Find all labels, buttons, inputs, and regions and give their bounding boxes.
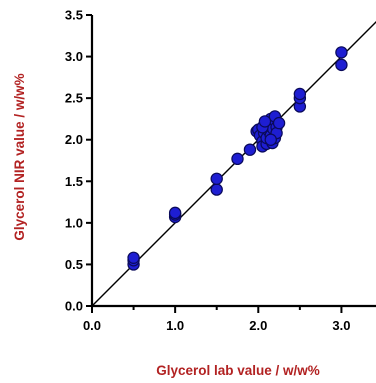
x-tick-label: 0.0 <box>83 318 101 333</box>
data-point <box>243 143 257 156</box>
y-tick-label: 2.5 <box>65 91 83 106</box>
y-tick-label: 0.5 <box>65 257 83 272</box>
y-tick-label: 3.5 <box>65 8 83 23</box>
x-tick-label: 1.0 <box>166 318 184 333</box>
data-point <box>231 152 244 166</box>
y-tick-label: 2.0 <box>65 132 83 147</box>
data-point <box>258 115 272 128</box>
data-point <box>272 116 286 130</box>
y-axis-title-group: Glycerol NIR value / w/w% <box>12 73 27 240</box>
plot-area: 0.0 0.5 1.0 1.5 2.0 2.5 3.0 3.5 0.0 1.0 2.0 3.0 <box>65 8 376 333</box>
y-tick-label: 3.0 <box>65 49 83 64</box>
data-point <box>210 172 223 185</box>
y-tick-label: 1.5 <box>65 174 83 189</box>
x-tick-label: 2.0 <box>249 318 267 333</box>
data-point <box>293 87 307 101</box>
y-axis-title: Glycerol NIR value / w/w% <box>12 73 27 240</box>
x-tick-label: 3.0 <box>332 318 350 333</box>
data-point <box>335 58 348 72</box>
y-tick-label: 1.0 <box>65 215 83 230</box>
y-tick-label: 0.0 <box>65 299 83 314</box>
data-point <box>210 183 223 196</box>
data-point <box>127 251 140 264</box>
x-axis-title: Glycerol lab value / w/w% <box>156 363 320 378</box>
data-point <box>264 133 277 146</box>
data-point <box>168 206 182 220</box>
data-point <box>335 46 348 59</box>
